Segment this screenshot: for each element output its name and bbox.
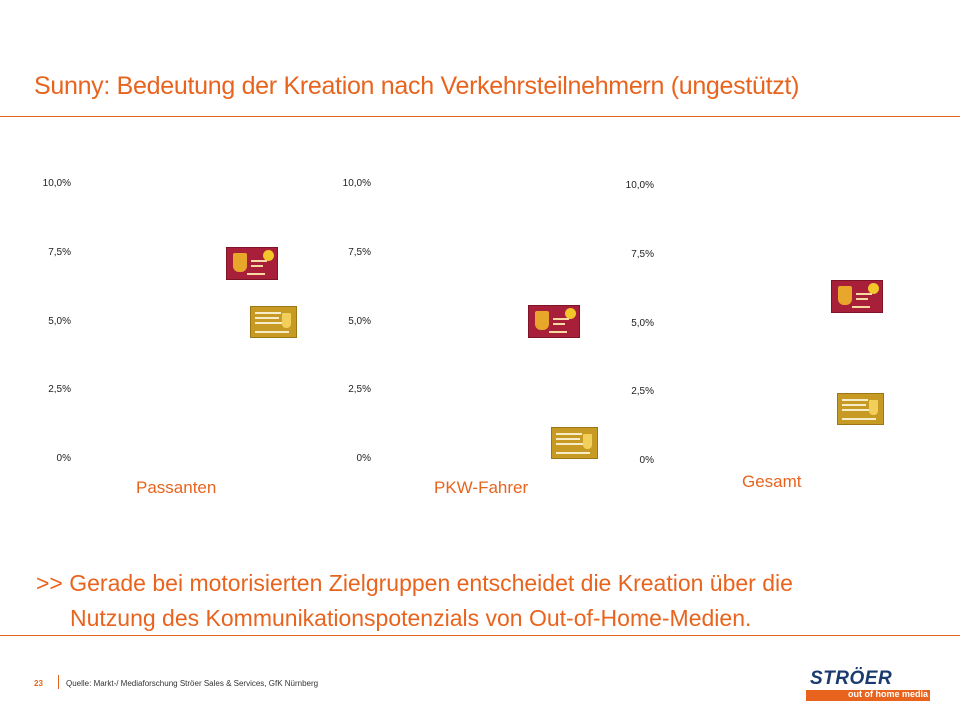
y-tick-label: 2,5% (348, 384, 371, 396)
footer-divider (0, 635, 960, 636)
y-tick-label: 5,0% (631, 317, 654, 329)
key-message: >> Gerade bei motorisierten Zielgruppen … (36, 566, 793, 636)
y-tick-label: 10,0% (42, 178, 71, 189)
source-note: Quelle: Markt-/ Mediaforschung Ströer Sa… (66, 679, 319, 688)
y-tick-label: 5,0% (348, 315, 371, 327)
y-tick-label: 10,0% (342, 178, 371, 189)
category-label: Passanten (136, 478, 217, 497)
logo-wordmark: STRÖER (810, 668, 893, 689)
y-tick-label: 0% (356, 453, 371, 464)
y-tick-label: 7,5% (348, 246, 371, 258)
y-tick-label: 2,5% (48, 384, 71, 396)
y-tick-label: 7,5% (48, 246, 71, 258)
sunny-gold-ad-marker (837, 392, 884, 425)
page-title: Sunny: Bedeutung der Kreation nach Verke… (34, 72, 800, 100)
y-tick-label: 0% (639, 455, 654, 466)
sunny-gold-ad-marker (551, 426, 598, 459)
y-tick-label: 0% (56, 453, 71, 464)
key-message-line-2: Nutzung des Kommunikationspotenzials von… (70, 605, 752, 631)
y-tick-label: 10,0% (625, 180, 654, 191)
y-tick-label: 5,0% (48, 315, 71, 327)
footer-separator (58, 675, 59, 689)
sunny-red-ad-marker (528, 305, 580, 338)
sunny-red-ad-marker (226, 247, 278, 281)
y-tick-label: 2,5% (631, 386, 654, 398)
stroeer-logo: STRÖER out of home media (806, 668, 934, 702)
title-divider (0, 116, 960, 117)
category-label: PKW-Fahrer (434, 478, 529, 497)
page-number: 23 (34, 679, 43, 688)
category-label: Gesamt (742, 472, 802, 491)
logo-strip (806, 690, 930, 701)
sunny-red-ad-marker (831, 279, 883, 313)
y-tick-label: 7,5% (631, 248, 654, 260)
sunny-gold-ad-marker (250, 305, 297, 338)
key-message-line-1: >> Gerade bei motorisierten Zielgruppen … (36, 570, 793, 596)
logo-tagline: out of home media (847, 689, 928, 699)
